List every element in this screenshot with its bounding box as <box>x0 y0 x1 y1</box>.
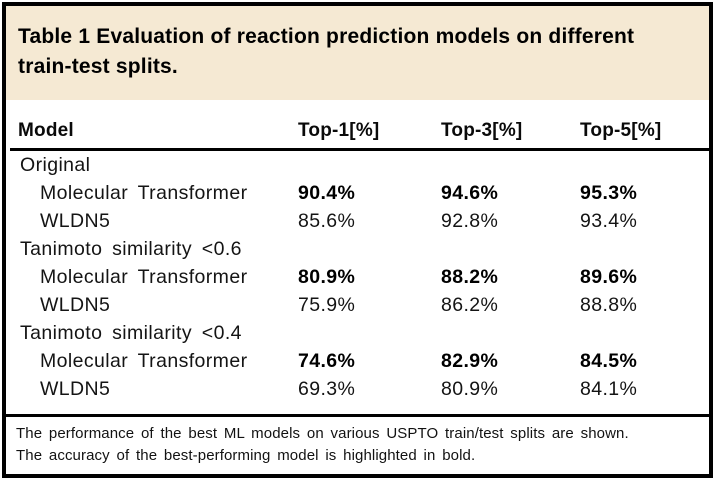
section-label: Tanimoto similarity <0.6 <box>20 238 242 260</box>
section-label: Tanimoto similarity <0.4 <box>20 322 242 344</box>
column-header-top1: Top-1[%] <box>298 120 380 141</box>
model-cell: WLDN5 <box>40 210 111 232</box>
table-title-line2: train-test splits. <box>18 55 178 78</box>
spacer <box>6 403 709 414</box>
section-row-tanimoto-04: Tanimoto similarity <0.4 <box>10 319 709 347</box>
value-cell: 93.4% <box>580 210 638 232</box>
value-cell: 86.2% <box>441 294 499 316</box>
table-row: WLDN5 85.6% 92.8% 93.4% <box>10 207 709 235</box>
model-cell: Molecular Transformer <box>40 182 248 204</box>
value-cell: 82.9% <box>441 350 499 372</box>
column-header-model: Model <box>18 120 74 141</box>
value-cell: 92.8% <box>441 210 499 232</box>
table-title-line1: Table 1 Evaluation of reaction predictio… <box>18 25 635 48</box>
value-cell: 69.3% <box>298 378 356 400</box>
model-cell: WLDN5 <box>40 378 111 400</box>
value-cell: 90.4% <box>298 182 356 204</box>
table-row: Molecular Transformer 74.6% 82.9% 84.5% <box>10 347 709 375</box>
value-cell: 80.9% <box>298 266 356 288</box>
model-cell: Molecular Transformer <box>40 266 248 288</box>
column-header-top5: Top-5[%] <box>580 120 662 141</box>
value-cell: 88.2% <box>441 266 499 288</box>
table-row: WLDN5 75.9% 86.2% 88.8% <box>10 291 709 319</box>
results-table: Model Top-1[%] Top-3[%] Top-5[%] Origina… <box>10 100 709 403</box>
model-cell: WLDN5 <box>40 294 111 316</box>
table-row: Molecular Transformer 90.4% 94.6% 95.3% <box>10 179 709 207</box>
footnote-line2: The accuracy of the best-performing mode… <box>16 447 476 464</box>
header-row: Model Top-1[%] Top-3[%] Top-5[%] <box>10 100 709 150</box>
table-row: Molecular Transformer 80.9% 88.2% 89.6% <box>10 263 709 291</box>
value-cell: 80.9% <box>441 378 499 400</box>
table-card: Table 1 Evaluation of reaction predictio… <box>2 2 713 478</box>
footnote: The performance of the best ML models on… <box>6 417 709 467</box>
footnote-divider <box>6 414 709 417</box>
value-cell: 88.8% <box>580 294 638 316</box>
table-row: WLDN5 69.3% 80.9% 84.1% <box>10 375 709 403</box>
section-row-tanimoto-06: Tanimoto similarity <0.6 <box>10 235 709 263</box>
value-cell: 74.6% <box>298 350 356 372</box>
value-cell: 94.6% <box>441 182 499 204</box>
value-cell: 75.9% <box>298 294 356 316</box>
value-cell: 89.6% <box>580 266 638 288</box>
model-cell: Molecular Transformer <box>40 350 248 372</box>
value-cell: 84.1% <box>580 378 638 400</box>
footnote-line1: The performance of the best ML models on… <box>16 425 629 442</box>
value-cell: 95.3% <box>580 182 638 204</box>
column-header-top3: Top-3[%] <box>441 120 523 141</box>
table-title: Table 1 Evaluation of reaction predictio… <box>6 6 709 100</box>
section-row-original: Original <box>10 150 709 180</box>
value-cell: 84.5% <box>580 350 638 372</box>
value-cell: 85.6% <box>298 210 356 232</box>
section-label: Original <box>20 154 91 176</box>
